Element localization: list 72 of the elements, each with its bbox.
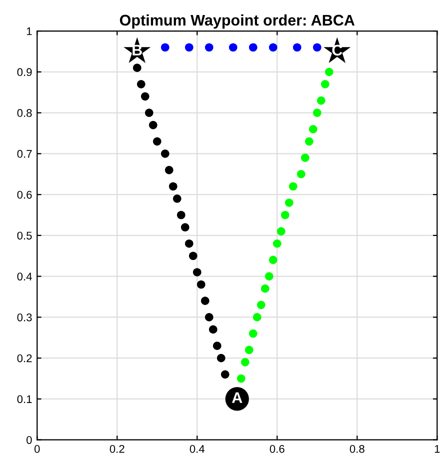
point <box>252 313 262 322</box>
x-tick-label: 0.6 <box>270 445 284 453</box>
point <box>204 43 214 52</box>
point <box>256 300 266 310</box>
point <box>304 137 314 146</box>
point <box>216 354 226 362</box>
y-tick-label: 0.5 <box>17 232 32 240</box>
point <box>168 182 178 191</box>
x-tick-label: 0 <box>34 445 40 453</box>
point <box>268 256 278 264</box>
point <box>296 170 306 178</box>
point <box>188 252 198 260</box>
y-tick-label: 0.4 <box>17 272 32 280</box>
point <box>244 346 254 354</box>
chart-title: Optimum Waypoint order: ABCA <box>120 14 355 29</box>
y-tick-label: 0 <box>26 436 32 444</box>
point <box>308 124 318 134</box>
point <box>260 284 270 293</box>
point <box>176 210 186 220</box>
point <box>220 370 230 379</box>
point <box>152 137 162 146</box>
point <box>248 329 258 338</box>
point <box>324 68 334 76</box>
y-tick-label: 0.2 <box>17 354 32 362</box>
y-tick-label: 0.9 <box>17 68 32 76</box>
point <box>204 313 214 322</box>
point <box>208 325 218 334</box>
point <box>268 43 278 52</box>
point <box>284 198 294 207</box>
point <box>212 342 222 350</box>
point <box>316 96 326 105</box>
point <box>164 166 174 174</box>
y-tick-label: 0.6 <box>17 190 32 199</box>
point <box>148 120 158 130</box>
y-tick-label: 0.1 <box>17 395 32 404</box>
point <box>240 358 250 366</box>
point <box>160 43 170 52</box>
point <box>180 223 190 232</box>
point <box>140 92 150 101</box>
point <box>320 80 330 88</box>
point <box>160 150 170 158</box>
point <box>136 80 146 88</box>
x-tick-label: 0.8 <box>350 445 364 453</box>
x-tick-label: 1 <box>434 445 440 453</box>
point <box>192 268 202 276</box>
point <box>300 154 310 162</box>
point <box>276 227 286 236</box>
x-tick-label: 0.2 <box>110 445 124 453</box>
point <box>144 108 154 117</box>
point <box>312 43 322 52</box>
point <box>288 182 298 191</box>
y-tick-label: 0.8 <box>17 109 32 117</box>
point <box>264 272 274 280</box>
y-tick-label: 0.3 <box>17 313 32 322</box>
point <box>248 43 258 52</box>
point <box>228 43 238 52</box>
point <box>184 43 194 52</box>
point <box>132 64 142 72</box>
point <box>236 374 246 383</box>
point <box>196 280 206 289</box>
y-tick-label: 0.7 <box>17 150 32 158</box>
point <box>200 296 210 306</box>
annotation: A <box>232 392 242 403</box>
point <box>184 239 194 248</box>
point <box>272 239 282 248</box>
annotation: C <box>332 44 342 56</box>
point <box>312 108 322 117</box>
y-tick-label: 1 <box>26 27 32 36</box>
x-tick-label: 0.4 <box>190 445 205 453</box>
point <box>280 210 290 220</box>
point <box>292 43 302 52</box>
point <box>172 194 182 203</box>
